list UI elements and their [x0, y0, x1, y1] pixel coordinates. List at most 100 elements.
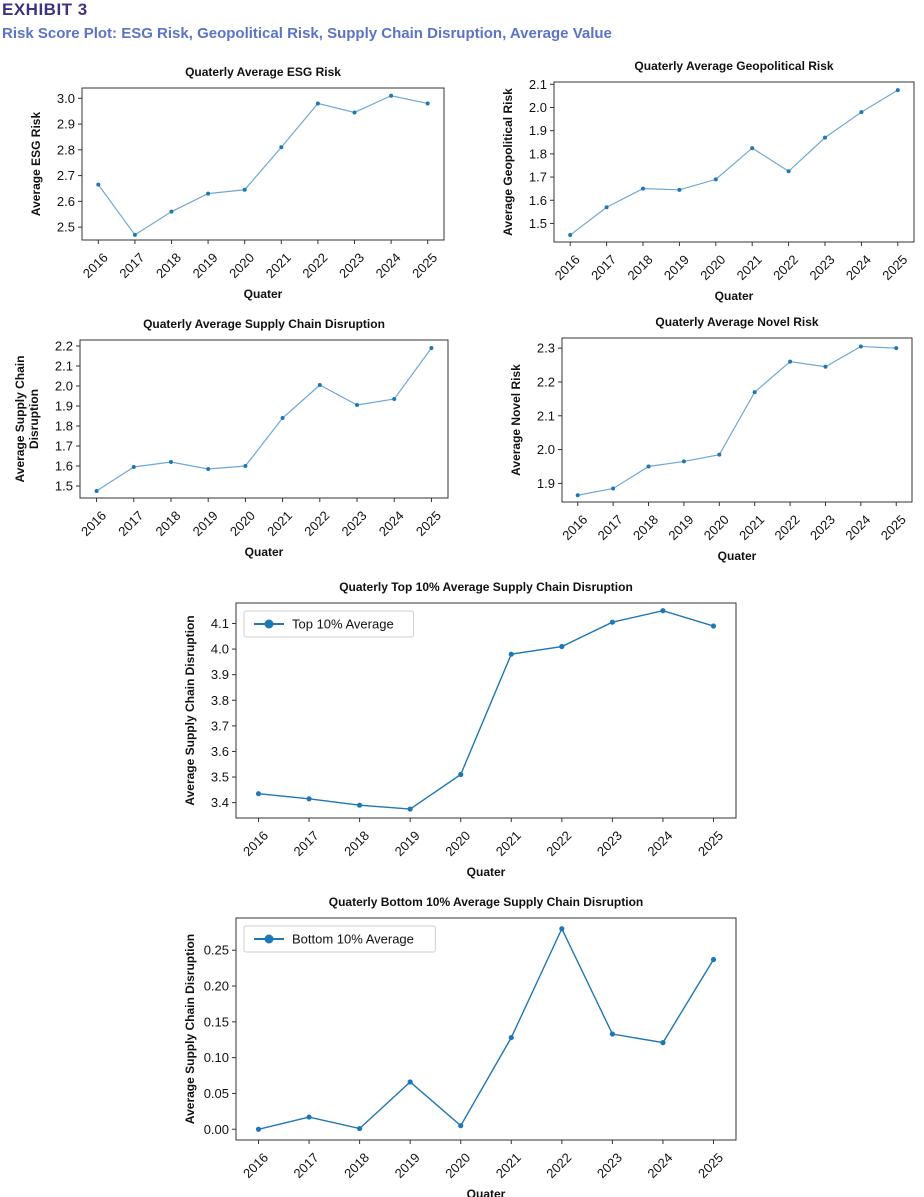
data-point	[788, 359, 793, 364]
data-point	[306, 796, 312, 802]
y-axis-label: Average ESG Risk	[29, 112, 43, 217]
data-point	[823, 135, 827, 140]
y-tick-label: 1.9	[55, 399, 73, 414]
data-point	[660, 608, 666, 614]
x-tick-label: 2018	[341, 1150, 372, 1181]
data-point	[169, 209, 174, 214]
data-point	[306, 1114, 312, 1120]
data-point	[392, 397, 397, 401]
y-tick-label: 1.5	[529, 216, 547, 231]
data-point	[407, 1079, 413, 1085]
data-point	[646, 464, 651, 469]
y-tick-label: 3.6	[211, 744, 229, 759]
data-point	[357, 1125, 363, 1132]
y-axis-label: Average Novel Risk	[509, 364, 523, 476]
y-tick-label: 1.7	[529, 170, 547, 185]
y-tick-label: 4.1	[211, 616, 229, 631]
data-point	[94, 489, 99, 493]
data-point	[710, 623, 717, 629]
plot-frame	[235, 602, 737, 819]
y-tick-label: 2.9	[57, 117, 75, 132]
x-axis-label: Quater	[467, 1187, 506, 1197]
data-point	[559, 643, 565, 650]
y-tick-label: 1.9	[537, 476, 555, 491]
data-point	[710, 956, 717, 963]
data-point	[894, 346, 899, 351]
data-point	[352, 110, 357, 115]
data-point	[508, 1034, 514, 1041]
x-tick-label: 2019	[392, 1150, 423, 1181]
plot-frame	[561, 337, 913, 503]
y-tick-label: 1.8	[529, 146, 547, 161]
data-point	[752, 390, 757, 395]
y-tick-label: 2.0	[55, 379, 73, 394]
x-tick-label: 2020	[442, 1150, 473, 1181]
y-tick-label: 2.5	[57, 220, 75, 235]
data-point	[96, 182, 101, 187]
x-tick-label: 2023	[594, 1150, 625, 1181]
chart-title: Quaterly Average Novel Risk	[655, 315, 819, 329]
series-line	[577, 345, 897, 496]
y-tick-label: 3.5	[211, 770, 229, 785]
data-point	[429, 346, 434, 350]
data-point	[677, 187, 682, 192]
data-point	[458, 771, 464, 778]
y-tick-label: 2.6	[57, 194, 75, 209]
x-tick-label: 2017	[291, 1150, 322, 1181]
data-point	[660, 1040, 666, 1046]
y-tick-label: 2.0	[529, 100, 547, 115]
data-point	[568, 233, 573, 238]
data-point	[717, 452, 722, 457]
data-point	[243, 464, 248, 468]
x-axis-label: Quater	[715, 289, 754, 303]
x-tick-label: 2024	[644, 1150, 675, 1181]
y-axis-label: Disruption	[27, 389, 41, 449]
chart-title: Quaterly Average Supply Chain Disruption	[143, 317, 385, 331]
y-tick-label: 1.5	[55, 479, 73, 494]
y-tick-label: 2.2	[55, 339, 73, 354]
data-point	[611, 486, 616, 491]
y-tick-label: 3.4	[211, 795, 229, 810]
y-tick-label: 2.1	[55, 359, 73, 374]
data-point	[425, 101, 430, 106]
legend-marker	[264, 619, 274, 629]
y-tick-label: 3.8	[211, 693, 229, 708]
y-tick-label: 1.7	[55, 439, 73, 454]
y-tick-label: 3.7	[211, 718, 229, 733]
data-point	[575, 493, 580, 498]
data-point	[750, 146, 755, 151]
figure-subtitle: Risk Score Plot: ESG Risk, Geopolitical …	[2, 25, 612, 42]
y-tick-label: 1.9	[529, 123, 547, 138]
y-tick-label: 0.15	[204, 1014, 229, 1029]
y-axis-label: Average Supply Chain Disruption	[183, 934, 197, 1124]
y-tick-label: 2.0	[537, 442, 555, 457]
x-tick-label: 2016	[240, 1150, 271, 1181]
data-point	[641, 186, 645, 191]
y-tick-label: 1.8	[55, 419, 73, 434]
chart-title: Quaterly Bottom 10% Average Supply Chain…	[329, 895, 644, 909]
plot-frame	[79, 339, 449, 499]
x-tick-label: 2021	[493, 1150, 524, 1181]
legend-box	[243, 925, 436, 953]
exhibit-label: EXHIBIT 3	[2, 0, 88, 19]
y-axis-label: Average Supply Chain	[13, 356, 27, 483]
data-point	[895, 88, 900, 93]
data-point	[315, 101, 320, 106]
legend-box	[243, 610, 414, 638]
data-point	[604, 205, 609, 210]
x-tick-label: 2025	[695, 1150, 726, 1181]
y-axis-label: Average Geopolitical Risk	[501, 88, 515, 236]
chart-title: Quaterly Average Geopolitical Risk	[634, 59, 834, 73]
data-point	[242, 187, 247, 192]
y-tick-label: 0.10	[204, 1050, 229, 1065]
data-point	[131, 465, 136, 469]
y-tick-label: 2.8	[57, 142, 75, 157]
legend-label: Top 10% Average	[292, 617, 394, 632]
y-axis-label: Average Supply Chain Disruption	[183, 615, 197, 805]
y-tick-label: 2.7	[57, 168, 75, 183]
series-line	[96, 347, 432, 492]
x-axis-label: Quater	[718, 549, 757, 563]
